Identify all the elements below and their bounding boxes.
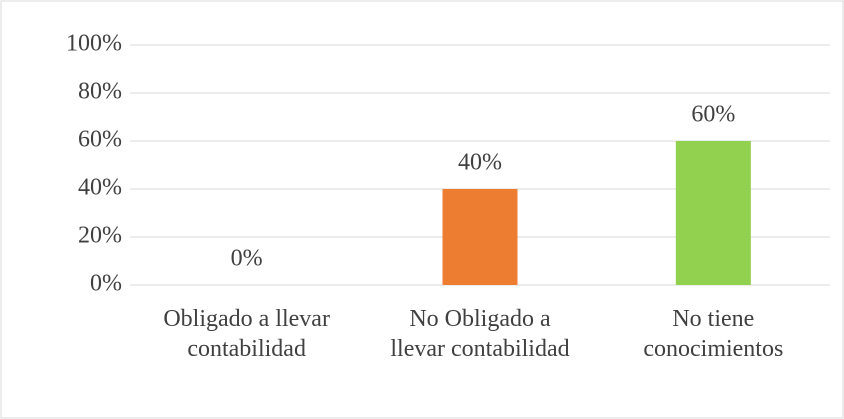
data-label: 0% [231, 246, 263, 272]
bar [442, 189, 518, 285]
x-tick-label: No Obligado a llevar contabilidad [390, 306, 570, 362]
data-label: 60% [691, 102, 735, 128]
data-label: 40% [458, 150, 502, 176]
y-tick-label: 0% [90, 271, 122, 297]
y-tick-label: 80% [78, 79, 122, 105]
y-tick-label: 40% [78, 175, 122, 201]
x-tick-label: Obligado a llevar contabilidad [163, 306, 330, 362]
y-tick-label: 60% [78, 127, 122, 153]
y-tick-label: 100% [66, 31, 122, 57]
bar [675, 141, 751, 285]
y-tick-label: 20% [78, 223, 122, 249]
x-tick-label: No tiene conocimientos [643, 306, 784, 362]
